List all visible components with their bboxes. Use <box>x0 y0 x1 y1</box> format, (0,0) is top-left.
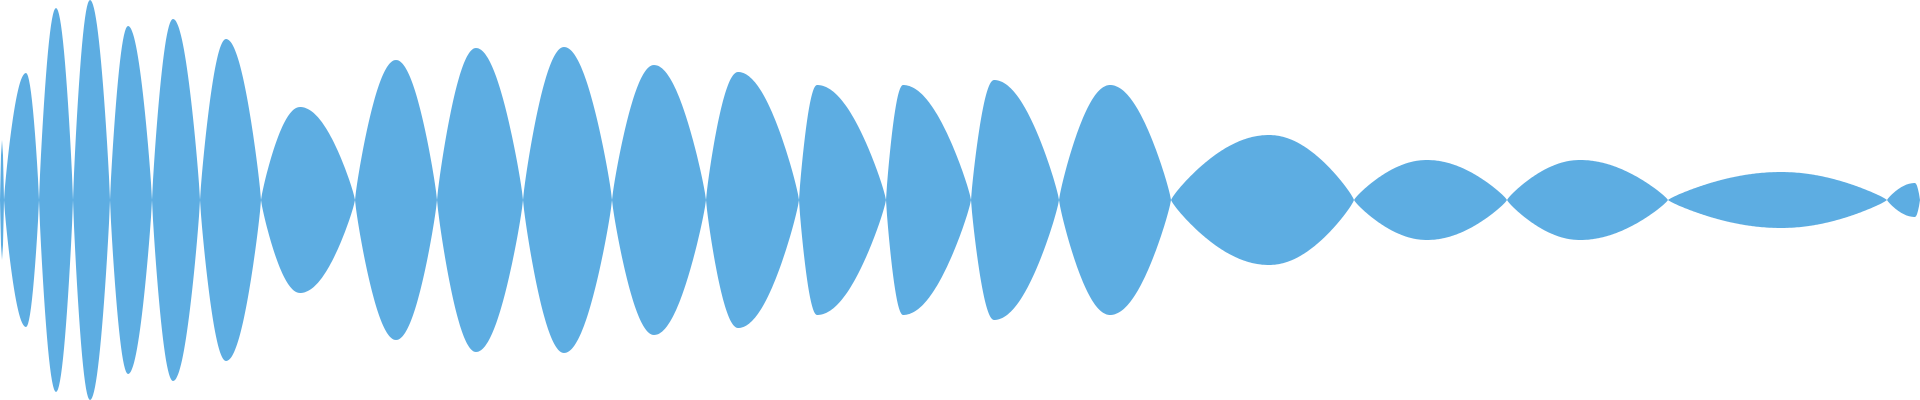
audio-waveform <box>0 0 1920 400</box>
waveform-envelope <box>0 0 1920 400</box>
